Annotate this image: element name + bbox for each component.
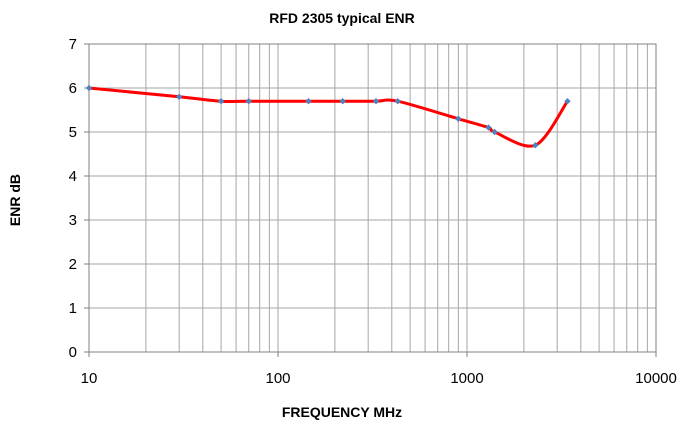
x-axis-title: FREQUENCY MHz [282, 404, 402, 420]
data-point [85, 84, 93, 92]
tick-labels: 0 1 2 3 4 5 6 7 10 100 1000 10000 [69, 36, 677, 387]
y-tick-label: 2 [69, 256, 77, 273]
x-tick-label: 100 [265, 370, 290, 387]
x-tick-label: 10000 [635, 370, 677, 387]
data-point [305, 98, 312, 105]
data-point [245, 98, 252, 105]
y-axis-title: ENR dB [7, 174, 23, 226]
y-tick-label: 4 [69, 168, 77, 185]
data-point [372, 98, 380, 105]
x-tick-label: 10 [81, 370, 98, 387]
y-tick-label: 7 [69, 36, 77, 53]
data-point [455, 115, 462, 122]
plot-area-border [88, 43, 657, 353]
data-point [485, 124, 492, 131]
data-point [339, 98, 346, 105]
data-point [175, 93, 183, 100]
y-tick-label: 3 [69, 212, 77, 229]
chart-title: RFD 2305 typical ENR [269, 10, 415, 26]
data-point [564, 98, 571, 105]
y-tick-label: 0 [69, 344, 77, 361]
data-point [394, 98, 401, 105]
x-tick-label: 1000 [450, 370, 483, 387]
y-tick-label: 5 [69, 124, 77, 141]
data-point [217, 98, 225, 105]
data-point [532, 142, 539, 149]
data-point-markers [85, 84, 571, 149]
gridlines [89, 44, 656, 352]
data-point [491, 128, 498, 136]
y-tick-label: 6 [69, 80, 77, 97]
y-tick-label: 1 [69, 300, 77, 317]
